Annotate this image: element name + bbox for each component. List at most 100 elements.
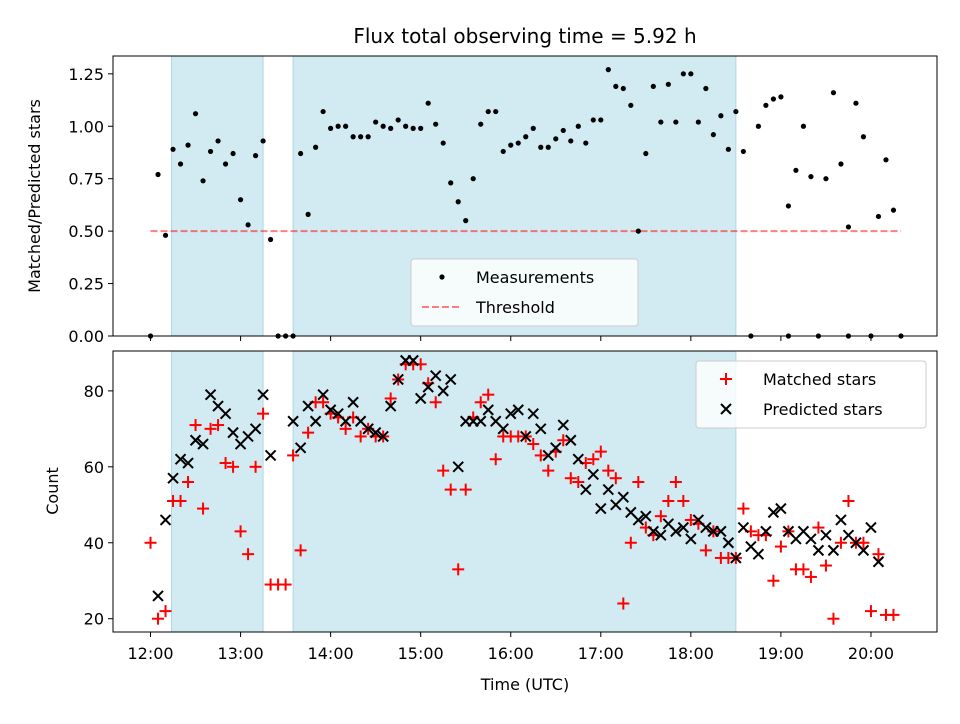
matched-star-point xyxy=(437,464,450,477)
matched-star-point xyxy=(444,483,457,496)
matched-star-point xyxy=(302,426,315,439)
observing-span xyxy=(171,55,264,337)
x-axis-ticks: 12:00 13:00 14:00 15:00 16:00 17:00 18:00 19:00… xyxy=(127,632,894,663)
predicted-star-point xyxy=(167,472,179,484)
matched-star-point xyxy=(677,494,690,507)
matched-star-point xyxy=(774,540,787,553)
predicted-star-point xyxy=(820,529,832,541)
measurement-point xyxy=(635,228,641,234)
matched-star-point xyxy=(534,449,547,462)
measurement-point xyxy=(793,167,799,173)
measurement-point xyxy=(358,134,364,140)
predicted-star-point xyxy=(647,525,660,538)
measurement-point xyxy=(680,71,686,77)
predicted-star-point xyxy=(392,373,404,386)
measurement-point xyxy=(800,123,807,129)
measurement-point xyxy=(313,144,319,150)
matched-star-point xyxy=(572,476,585,489)
predicted-star-point xyxy=(752,548,765,560)
measurement-point xyxy=(298,150,304,157)
matched-star-point xyxy=(684,513,697,526)
predicted-star-point xyxy=(362,423,374,435)
measurement-point xyxy=(463,218,469,224)
predicted-star-point xyxy=(437,385,449,397)
predicted-star-point xyxy=(512,404,524,416)
predicted-star-point xyxy=(429,369,442,382)
measurement-point xyxy=(583,140,589,146)
measurement-point xyxy=(207,148,214,155)
measurement-point xyxy=(320,108,326,115)
predicted-star-point xyxy=(857,544,870,557)
y-tick-label: 60 xyxy=(84,458,104,477)
measurement-point xyxy=(267,236,274,243)
measurement-point xyxy=(305,211,311,217)
measurement-point xyxy=(155,171,161,178)
x-tick-label: 15:00 xyxy=(398,644,444,663)
legend-marker-measurements xyxy=(439,274,445,280)
measurement-point xyxy=(778,94,784,100)
predicted-star-point xyxy=(805,533,817,545)
predicted-star-point xyxy=(565,434,577,446)
predicted-star-point xyxy=(264,449,277,462)
predicted-star-point xyxy=(587,468,599,481)
matched-star-point xyxy=(842,494,855,507)
matched-star-point xyxy=(669,476,682,489)
predicted-star-point xyxy=(414,392,427,405)
matched-star-point xyxy=(219,457,232,470)
measurement-point xyxy=(335,123,341,129)
measurement-point xyxy=(665,81,671,87)
matched-star-point xyxy=(872,548,885,561)
predicted-star-point xyxy=(497,423,509,435)
predicted-star-point xyxy=(617,491,630,503)
predicted-star-point xyxy=(677,521,690,534)
measurement-point xyxy=(500,148,506,155)
matched-star-point xyxy=(174,494,187,507)
measurement-point xyxy=(493,108,499,115)
predicted-star-point xyxy=(227,426,239,439)
measurement-point xyxy=(215,138,221,144)
measurement-point xyxy=(763,102,769,108)
matched-star-point xyxy=(564,472,577,485)
measurement-point xyxy=(628,102,634,108)
predicted-star-point xyxy=(505,407,517,420)
measurement-point xyxy=(455,199,461,205)
predicted-star-point xyxy=(475,415,487,427)
predicted-star-point xyxy=(737,521,750,534)
predicted-star-point xyxy=(872,556,885,568)
measurement-point xyxy=(755,123,761,129)
predicted-star-point xyxy=(775,502,787,515)
measurement-point xyxy=(560,127,566,134)
predicted-star-point xyxy=(482,404,494,416)
measurement-point xyxy=(388,125,394,131)
matched-star-point xyxy=(242,548,255,561)
predicted-star-point xyxy=(452,461,464,473)
measurement-point xyxy=(613,83,619,90)
legend-box xyxy=(410,258,639,327)
matched-star-point xyxy=(429,396,442,409)
y-tick-label: 0.25 xyxy=(68,275,104,294)
measurement-point xyxy=(883,157,889,163)
predicted-star-point xyxy=(384,400,397,412)
measurement-point xyxy=(568,138,574,144)
legend-box xyxy=(695,360,927,429)
measurement-point xyxy=(823,176,829,182)
predicted-star-point xyxy=(572,453,584,465)
predicted-star-point xyxy=(527,407,539,420)
x-tick-label: 12:00 xyxy=(127,644,173,663)
matched-star-point xyxy=(737,502,750,515)
legend-label-predicted: Predicted stars xyxy=(763,400,883,419)
measurement-point xyxy=(740,148,746,155)
matched-star-point xyxy=(489,453,502,466)
predicted-star-point xyxy=(317,388,329,401)
matched-star-point xyxy=(459,483,472,496)
matched-star-point xyxy=(542,464,555,477)
measurement-point xyxy=(695,119,701,125)
matched-star-point xyxy=(339,422,352,435)
matched-star-point xyxy=(797,563,810,576)
x-tick-label: 16:00 xyxy=(488,644,534,663)
legend-label-matched: Matched stars xyxy=(763,370,876,389)
chart-title: Flux total observing time = 5.92 h xyxy=(353,24,696,48)
predicted-star-point xyxy=(347,396,359,408)
predicted-star-point xyxy=(520,430,532,443)
measurement-point xyxy=(440,140,446,146)
